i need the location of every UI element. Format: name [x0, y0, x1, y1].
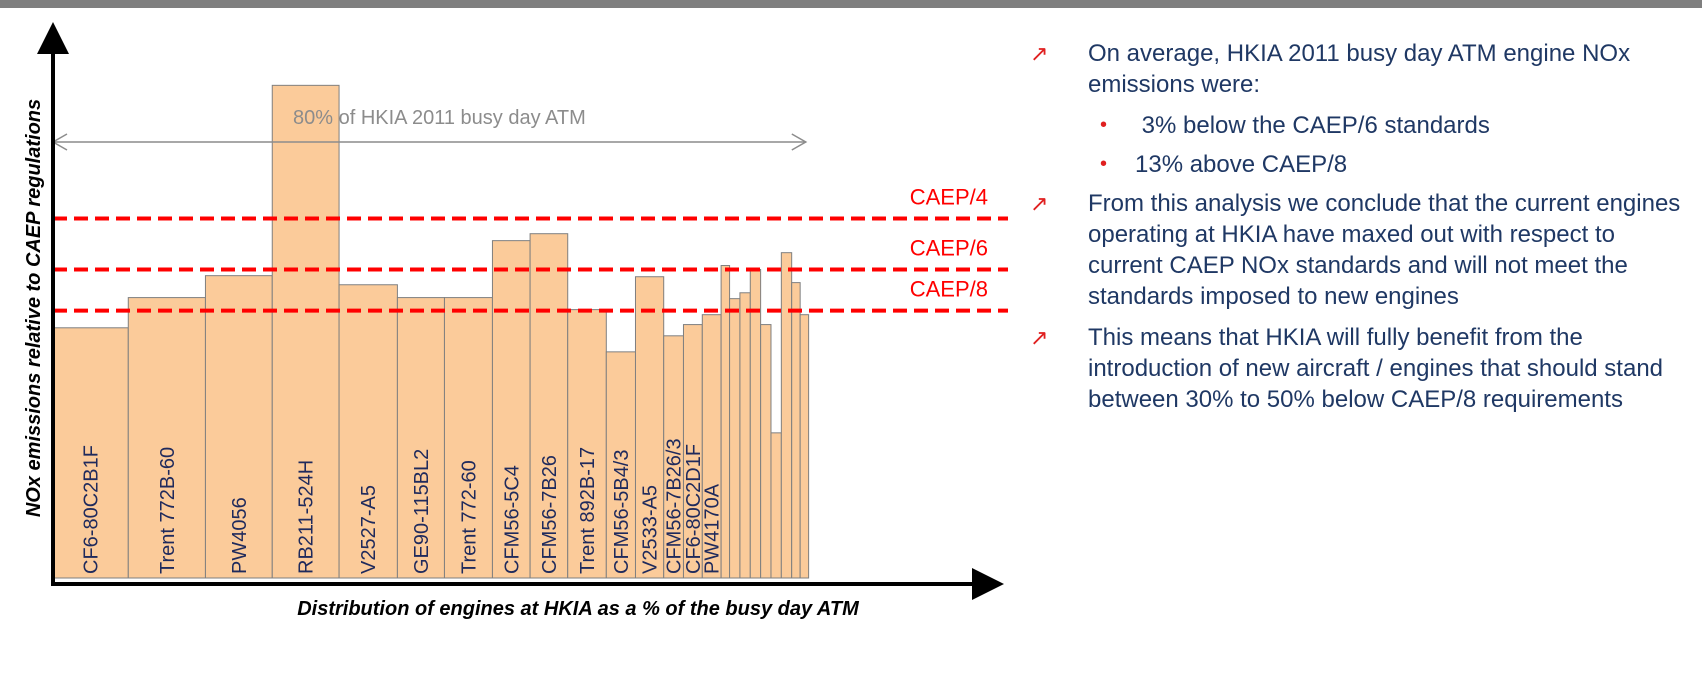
- bar-label: GE90-115BL2: [411, 449, 433, 574]
- bar: [605, 351, 636, 579]
- reference-label: CAEP/6: [910, 236, 988, 261]
- bar-label: CFM56-7B26/3: [664, 438, 686, 574]
- bar: [739, 292, 751, 579]
- x-axis-title: Distribution of engines at HKIA as a % o…: [297, 598, 860, 620]
- bar-label: CF6-80C2D1F: [683, 444, 705, 574]
- bullet: ↗ This means that HKIA will fully benefit…: [1030, 322, 1695, 415]
- bar-label: PW4170A: [702, 483, 724, 574]
- bullet: ↗ From this analysis we conclude that the…: [1030, 188, 1695, 312]
- bar: [780, 252, 793, 579]
- bar-label: Trent 772B-60: [157, 447, 179, 574]
- bar: [791, 282, 801, 579]
- text-panel: ↗ On average, HKIA 2011 busy day ATM engi…: [1030, 38, 1695, 425]
- top-bar: [0, 0, 1702, 8]
- reference-label: CAEP/4: [910, 184, 988, 209]
- bar: [529, 233, 569, 579]
- bar-label: V2533-A5: [640, 485, 662, 574]
- bar-label: CFM56-5B4/3: [611, 450, 633, 575]
- bullet-marker: ↗: [1030, 191, 1049, 216]
- sub-bullet-marker: •: [1100, 153, 1108, 175]
- sub-bullet: • 13% above CAEP/8: [1030, 149, 1695, 180]
- sub-bullet-marker: •: [1100, 114, 1108, 136]
- bar-label: RB211-524H: [296, 460, 318, 574]
- arrow-head: [791, 133, 808, 151]
- bar: [729, 298, 741, 579]
- bar-label: V2527-A5: [358, 485, 380, 574]
- bar: [338, 284, 398, 579]
- bar-label: Trent 772-60: [458, 460, 480, 574]
- bullet-text: From this analysis we conclude that the …: [1088, 190, 1681, 310]
- bullet: ↗ On average, HKIA 2011 busy day ATM engi…: [1030, 38, 1695, 100]
- bar: [567, 309, 607, 579]
- sub-bullet: • 3% below the CAEP/6 standards: [1030, 110, 1695, 141]
- bar-label: Trent 892B-17: [577, 447, 599, 574]
- sub-bullet-text: 13% above CAEP/8: [1135, 151, 1348, 178]
- bar: [799, 314, 810, 579]
- bar: [127, 297, 206, 579]
- bar: [749, 269, 762, 579]
- bar-label: PW4056: [229, 497, 251, 574]
- bullet-marker: ↗: [1030, 325, 1049, 350]
- bar: [396, 297, 445, 579]
- bar-label: CFM56-7B26: [539, 455, 561, 574]
- bar: [271, 84, 340, 579]
- bullet-marker: ↗: [1030, 41, 1049, 66]
- bullet-text: This means that HKIA will fully benefit …: [1088, 324, 1664, 413]
- bar: [52, 327, 129, 579]
- annotation-label: 80% of HKIA 2011 busy day ATM: [293, 107, 586, 129]
- bar-label: CFM56-5C4: [501, 465, 523, 574]
- bar: [770, 432, 782, 579]
- bar: [634, 276, 665, 579]
- bar: [760, 324, 772, 579]
- sub-bullet-text: 3% below the CAEP/6 standards: [1135, 112, 1490, 139]
- chart: CF6-80C2B1F Trent 772B-60 PW4056 RB211-524H…: [23, 22, 1008, 620]
- bullet-text: On average, HKIA 2011 busy day ATM engin…: [1088, 40, 1631, 98]
- y-axis-title: NOx emissions relative to CAEP regulatio…: [23, 99, 45, 517]
- reference-label: CAEP/8: [910, 277, 988, 302]
- bar: [443, 297, 493, 579]
- bar: [491, 240, 531, 579]
- bar-label: CF6-80C2B1F: [81, 445, 103, 574]
